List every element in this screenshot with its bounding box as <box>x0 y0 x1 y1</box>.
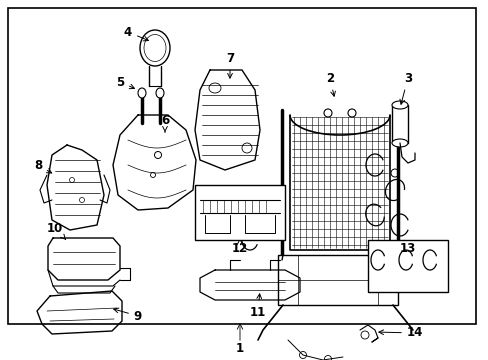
Text: 7: 7 <box>225 51 234 78</box>
Ellipse shape <box>140 30 170 66</box>
Bar <box>195 185 285 240</box>
Text: 12: 12 <box>231 242 247 255</box>
Text: 10: 10 <box>47 221 65 239</box>
Text: 1: 1 <box>235 342 244 355</box>
Text: 5: 5 <box>116 76 134 89</box>
Bar <box>391 105 407 143</box>
Ellipse shape <box>156 88 163 98</box>
Bar <box>278 255 397 305</box>
Text: 2: 2 <box>325 72 335 96</box>
Ellipse shape <box>391 139 407 147</box>
Text: 8: 8 <box>34 158 52 173</box>
Text: 6: 6 <box>161 113 169 132</box>
Text: 3: 3 <box>399 72 411 104</box>
Bar <box>8 8 475 324</box>
Bar <box>367 240 447 292</box>
Text: 9: 9 <box>114 308 142 323</box>
Ellipse shape <box>138 88 146 98</box>
Ellipse shape <box>391 101 407 109</box>
Text: 11: 11 <box>249 294 265 319</box>
Text: 13: 13 <box>399 242 415 255</box>
Text: 4: 4 <box>123 26 148 41</box>
Text: 14: 14 <box>378 327 422 339</box>
